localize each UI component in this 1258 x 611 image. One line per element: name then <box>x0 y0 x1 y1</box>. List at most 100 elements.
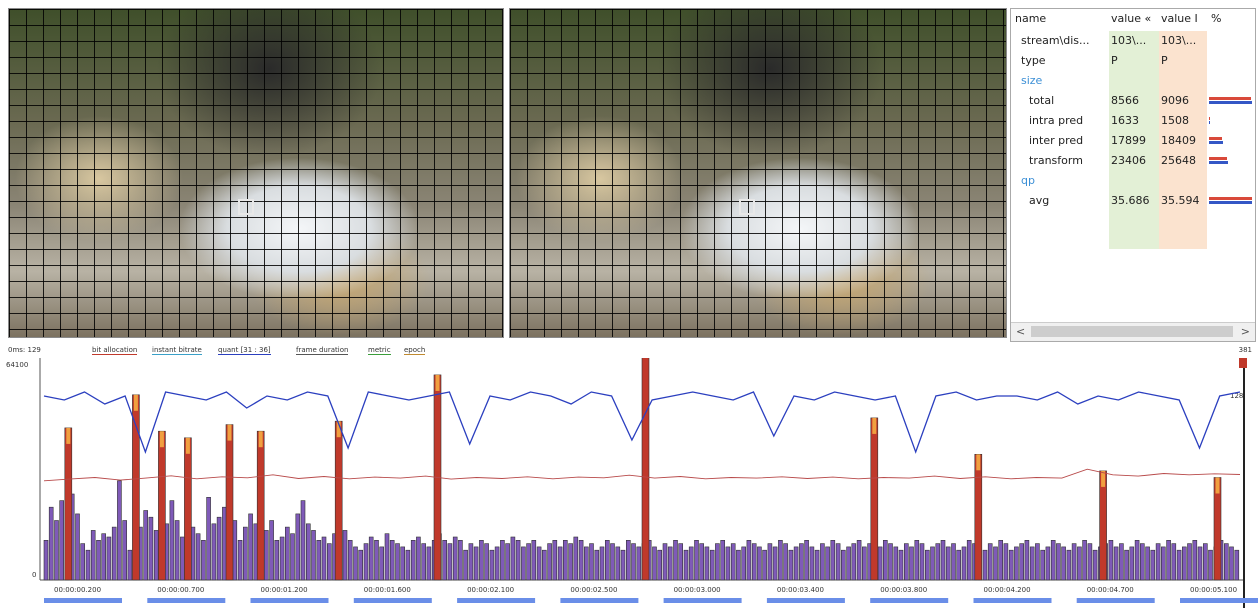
frame-size-bar[interactable] <box>924 549 930 581</box>
iframe-bar[interactable] <box>184 437 192 581</box>
frame-size-bar[interactable] <box>421 543 427 581</box>
stats-row[interactable]: stream\dis... 103\... 103\... <box>1011 31 1255 51</box>
frame-size-bar[interactable] <box>993 546 998 581</box>
frame-size-bar[interactable] <box>1113 546 1119 581</box>
frame-size-bar[interactable] <box>909 546 914 581</box>
frame-size-bar[interactable] <box>882 540 888 581</box>
frame-size-bar[interactable] <box>673 540 678 581</box>
frame-size-bar[interactable] <box>531 540 537 581</box>
frame-size-bar[interactable] <box>452 536 458 581</box>
frame-size-bar[interactable] <box>1150 549 1156 581</box>
frame-size-bar[interactable] <box>736 549 741 581</box>
frame-size-bar[interactable] <box>111 526 117 581</box>
frame-size-bar[interactable] <box>143 510 148 581</box>
frame-size-bar[interactable] <box>500 540 505 581</box>
frame-size-bar[interactable] <box>1092 549 1098 581</box>
frame-size-bar[interactable] <box>568 543 573 581</box>
frame-size-bar[interactable] <box>358 549 364 581</box>
frame-size-bar[interactable] <box>840 549 846 581</box>
frame-size-bar[interactable] <box>96 540 101 581</box>
frame-size-bar[interactable] <box>1161 546 1166 581</box>
frame-size-bar[interactable] <box>631 543 636 581</box>
frame-size-bar[interactable] <box>290 533 295 581</box>
frame-size-bar[interactable] <box>951 543 956 581</box>
bitrate-line[interactable] <box>43 468 1241 482</box>
frame-size-bar[interactable] <box>767 543 773 581</box>
scroll-right-arrow[interactable]: > <box>1240 325 1250 338</box>
frame-size-bar[interactable] <box>274 540 280 581</box>
frame-size-bar[interactable] <box>856 540 862 581</box>
frame-size-bar[interactable] <box>604 540 610 581</box>
stats-row[interactable]: avg 35.686 35.594 <box>1011 191 1255 211</box>
frame-size-bar[interactable] <box>106 536 112 581</box>
frame-size-bar[interactable] <box>1024 540 1030 581</box>
frame-size-bar[interactable] <box>526 543 531 581</box>
frame-size-bar[interactable] <box>1124 549 1129 581</box>
legend-frame-duration[interactable]: frame duration <box>296 346 349 355</box>
frame-size-bar[interactable] <box>730 543 736 581</box>
frame-size-bar[interactable] <box>347 540 353 581</box>
frame-size-bar[interactable] <box>1056 543 1061 581</box>
frame-index-strip[interactable] <box>1180 598 1258 603</box>
header-percent[interactable]: % <box>1211 12 1222 25</box>
frame-size-bar[interactable] <box>1035 543 1040 581</box>
frame-size-bar[interactable] <box>610 543 615 581</box>
frame-size-bar[interactable] <box>804 540 809 581</box>
frame-size-bar[interactable] <box>363 543 369 581</box>
frame-size-bar[interactable] <box>589 543 594 581</box>
frame-size-bar[interactable] <box>1071 543 1077 581</box>
header-value-a[interactable]: value « <box>1111 12 1152 25</box>
frame-size-bar[interactable] <box>374 540 379 581</box>
frame-size-bar[interactable] <box>1119 543 1124 581</box>
frame-size-bar[interactable] <box>284 526 290 581</box>
frame-size-bar[interactable] <box>615 546 621 581</box>
frame-size-bar[interactable] <box>1176 549 1182 581</box>
frame-size-bar[interactable] <box>1208 549 1213 581</box>
frame-size-bar[interactable] <box>368 536 374 581</box>
frame-size-bar[interactable] <box>410 540 416 581</box>
frame-index-strip[interactable] <box>560 598 639 603</box>
iframe-bar[interactable] <box>225 424 234 581</box>
frame-size-bar[interactable] <box>793 546 799 581</box>
frame-index-strip[interactable] <box>870 598 949 603</box>
iframe-bar[interactable] <box>870 417 879 581</box>
frame-size-bar[interactable] <box>316 540 322 581</box>
frame-size-bar[interactable] <box>1155 543 1161 581</box>
frame-size-bar[interactable] <box>484 543 489 581</box>
frame-size-bar[interactable] <box>300 500 306 581</box>
frame-size-bar[interactable] <box>395 543 400 581</box>
frame-size-bar[interactable] <box>1045 546 1051 581</box>
frame-size-bar[interactable] <box>573 536 579 581</box>
iframe-bar[interactable] <box>1099 470 1107 581</box>
frame-size-bar[interactable] <box>636 546 642 581</box>
stats-row[interactable]: total 8566 9096 <box>1011 91 1255 111</box>
stats-row[interactable]: intra pred 1633 1508 <box>1011 111 1255 131</box>
frame-size-bar[interactable] <box>447 543 453 581</box>
frame-size-bar[interactable] <box>195 533 201 581</box>
frame-index-strip[interactable] <box>457 598 536 603</box>
frame-size-bar[interactable] <box>830 540 836 581</box>
stats-row[interactable]: inter pred 17899 18409 <box>1011 131 1255 151</box>
frame-size-bar[interactable] <box>835 543 841 581</box>
frame-size-bar[interactable] <box>510 536 516 581</box>
frame-size-bar[interactable] <box>788 549 794 581</box>
iframe-bar[interactable] <box>64 427 73 581</box>
frame-size-bar[interactable] <box>683 549 689 581</box>
frame-size-bar[interactable] <box>1082 540 1087 581</box>
frame-size-bar[interactable] <box>799 543 804 581</box>
legend-metric[interactable]: metric <box>368 346 391 355</box>
frame-size-bar[interactable] <box>211 523 217 581</box>
frame-size-bar[interactable] <box>489 549 495 581</box>
frame-size-bar[interactable] <box>741 546 747 581</box>
frame-size-bar[interactable] <box>48 506 54 581</box>
frame-size-bar[interactable] <box>321 536 327 581</box>
frame-size-bar[interactable] <box>715 543 720 581</box>
frame-size-bar[interactable] <box>353 546 358 581</box>
frame-index-strip[interactable] <box>147 598 226 603</box>
frame-size-bar[interactable] <box>1134 540 1140 581</box>
frame-size-bar[interactable] <box>1166 540 1171 581</box>
frame-size-bar[interactable] <box>940 540 946 581</box>
frame-size-bar[interactable] <box>1145 546 1150 581</box>
iframe-bar[interactable] <box>256 430 265 581</box>
frame-size-bar[interactable] <box>180 536 185 581</box>
